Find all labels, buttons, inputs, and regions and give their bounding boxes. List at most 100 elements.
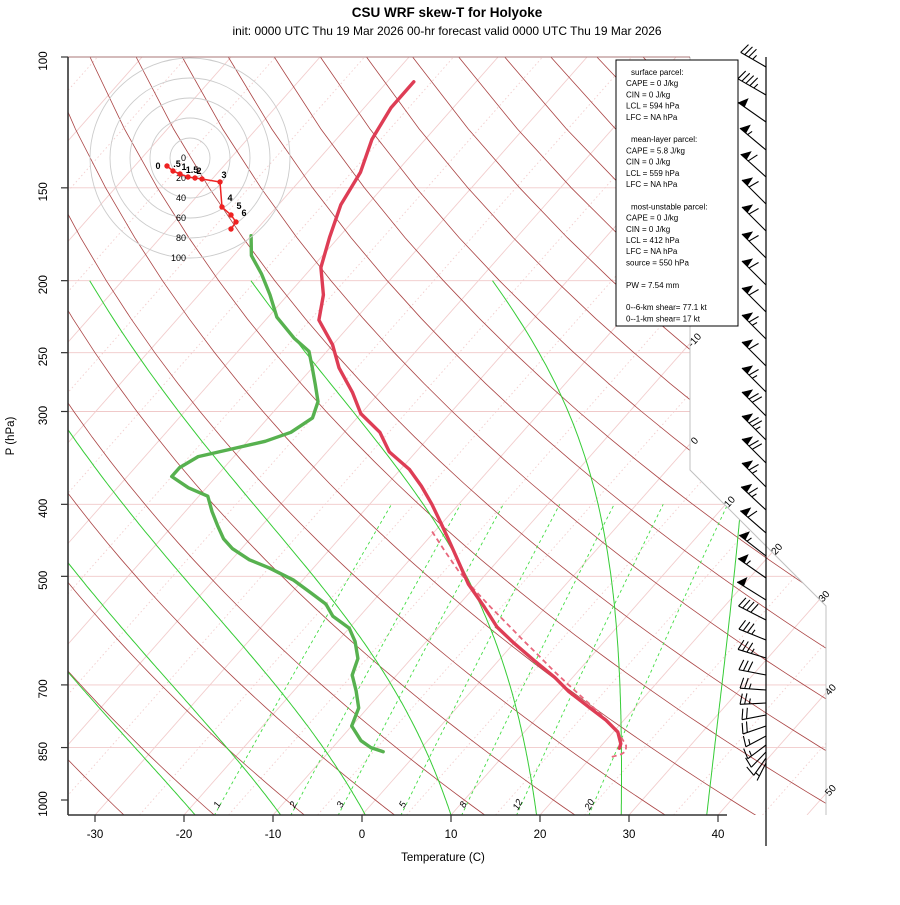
wind-barb-feather — [752, 444, 762, 450]
wind-barb-feather — [749, 236, 759, 242]
isotherm-line — [0, 57, 632, 815]
info-box-line: CIN = 0 J/kg — [626, 158, 670, 167]
wind-barb — [742, 339, 766, 366]
wind-barb-shaft — [748, 745, 766, 759]
info-box-line: mean-layer parcel: — [631, 135, 697, 144]
wind-barb-feather — [741, 45, 749, 53]
wind-barb-half-feather — [754, 84, 758, 88]
wind-barb-feather — [748, 662, 753, 672]
x-axis-label: Temperature (C) — [401, 852, 485, 864]
info-box-line: CIN = 0 J/kg — [626, 90, 670, 99]
info-box-line: CAPE = 5.8 J/kg — [626, 146, 685, 155]
temperature-trace — [319, 82, 621, 749]
info-box-line: CIN = 0 J/kg — [626, 225, 670, 234]
wind-barb-feather — [747, 624, 754, 633]
wind-barb — [740, 507, 766, 533]
wind-barb — [742, 204, 766, 231]
wind-barb-feather — [750, 78, 758, 86]
wind-barb-feather — [747, 602, 754, 610]
wind-barb-pennant — [738, 554, 749, 563]
wind-barb-feather — [749, 49, 757, 57]
hodograph-point — [228, 226, 233, 231]
wind-barb-half-feather — [756, 427, 761, 430]
wind-barb-feather — [747, 721, 748, 732]
info-box-line: LFC = NA hPa — [626, 113, 678, 122]
wind-barb-pennant — [742, 365, 753, 373]
wind-barb-feather — [749, 418, 759, 424]
y-tick-label: 200 — [38, 275, 50, 294]
wind-barb-feather — [749, 317, 759, 323]
wind-barb-feather — [740, 678, 744, 688]
y-tick-label: 250 — [38, 347, 50, 366]
wind-barb-feather — [747, 708, 748, 719]
wind-barb-feather — [749, 290, 759, 296]
wind-barb-feather — [751, 604, 758, 612]
wind-barb — [739, 660, 766, 675]
mixing-ratio-line — [461, 504, 614, 815]
wind-barb-feather — [742, 73, 750, 81]
skewt-grid — [0, 57, 900, 816]
wind-barb-pennant — [742, 413, 753, 421]
wind-barb-half-feather — [748, 131, 753, 134]
y-tick-label: 850 — [38, 742, 50, 761]
wind-barb — [742, 258, 766, 285]
wind-barb-feather — [747, 767, 754, 775]
info-box-line: PW = 7.54 mm — [626, 281, 679, 290]
sounding-traces — [172, 82, 627, 757]
wind-barb — [741, 484, 766, 510]
wind-barb-half-feather — [749, 698, 750, 703]
wind-barb-feather — [748, 488, 757, 494]
isotherm-line — [0, 57, 409, 815]
wind-barb — [737, 577, 766, 600]
moist-adiabat-line — [251, 281, 537, 816]
wind-barb — [742, 413, 766, 440]
wind-barb-feather — [749, 465, 759, 471]
wind-barb — [742, 177, 766, 204]
wind-barb — [741, 45, 766, 67]
dry-adiabat-line — [0, 57, 666, 816]
mixing-ratio-label: 20 — [582, 797, 597, 813]
isotherm-line — [0, 57, 276, 815]
wind-barb-feather — [752, 421, 762, 427]
wind-barb-pennant — [741, 484, 752, 492]
isotherm-line — [0, 57, 142, 815]
hodograph-ring — [90, 58, 290, 258]
moist-adiabat-line — [707, 281, 749, 816]
wind-barb-pennant — [742, 312, 753, 320]
wind-barb-feather — [740, 694, 742, 705]
isotherm-line — [763, 57, 900, 815]
wind-barb — [738, 98, 766, 122]
moist-adiabat-line — [0, 281, 196, 816]
isotherm-line — [0, 57, 587, 815]
hodograph-point — [185, 174, 190, 179]
wind-barb-feather — [749, 263, 759, 269]
wind-barb-pennant — [739, 531, 750, 540]
wind-barb-shaft — [740, 688, 766, 690]
wind-barb-shaft — [739, 670, 766, 675]
hodograph-height-label: 2 — [196, 166, 201, 176]
wind-barb-feather — [749, 344, 759, 350]
info-box-line: LCL = 594 hPa — [626, 102, 680, 111]
y-tick-label: 150 — [38, 182, 50, 201]
wind-barb-pennant — [742, 177, 753, 185]
wind-barb-feather — [739, 660, 744, 670]
wind-barb — [742, 231, 766, 258]
mixing-ratio-line — [214, 504, 391, 815]
info-box-line: source = 550 hPa — [626, 258, 689, 267]
wind-barb — [738, 71, 766, 95]
wind-barb-half-feather — [749, 684, 751, 689]
page-title: CSU WRF skew-T for Holyoke — [352, 5, 543, 20]
wind-barb-feather — [752, 397, 762, 403]
info-box-line: LCL = 559 hPa — [626, 169, 680, 178]
x-tick-label: -20 — [176, 829, 193, 841]
hodograph-height-label: .5 — [173, 159, 181, 169]
wind-barb-shaft — [741, 52, 766, 67]
x-tick-label: 40 — [712, 829, 725, 841]
x-tick-label: 20 — [534, 829, 547, 841]
wind-barb-shaft — [739, 629, 766, 640]
y-tick-label: 1000 — [38, 791, 50, 817]
wind-barb — [740, 125, 766, 150]
wind-barb-feather — [739, 598, 746, 606]
